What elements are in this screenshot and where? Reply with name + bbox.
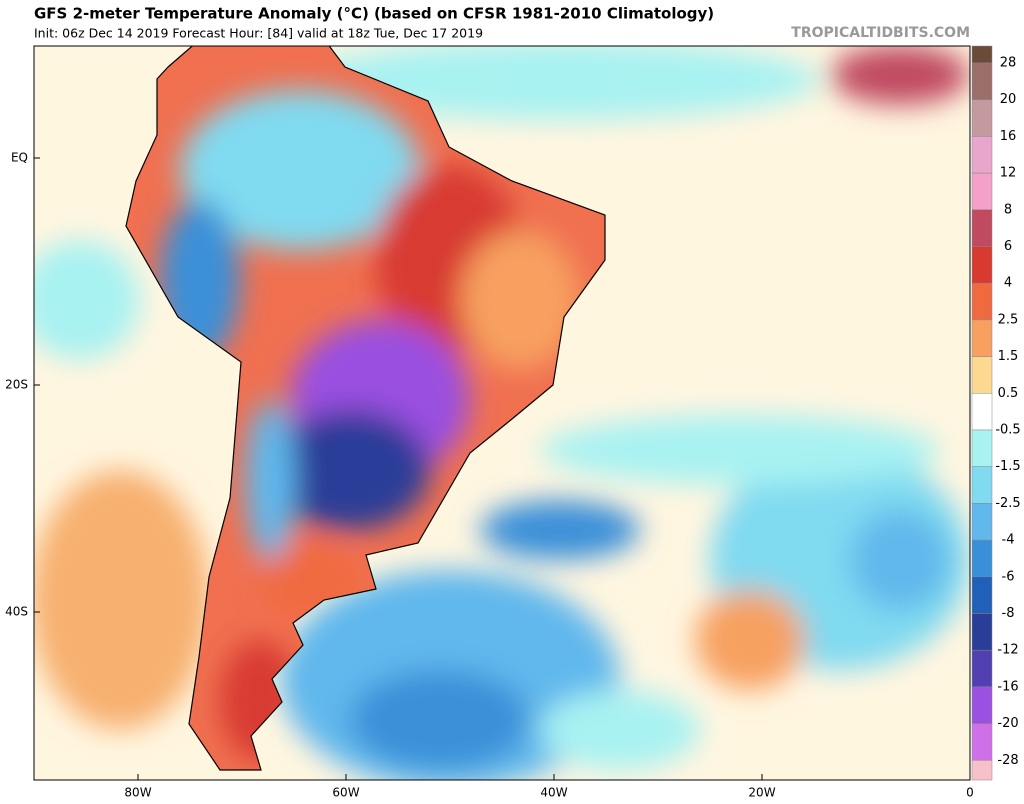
colorbar-swatch [971, 613, 993, 651]
colorbar-swatch [971, 686, 993, 724]
colorbar-label: -0.5 [995, 423, 1020, 438]
colorbar-label: -6 [1002, 569, 1015, 584]
colorbar-swatch [971, 649, 993, 688]
colorbar-swatch [971, 723, 993, 761]
colorbar-swatch [971, 246, 993, 284]
colorbar-swatch [971, 760, 993, 781]
subtitle: Init: 06z Dec 14 2019 Forecast Hour: [84… [34, 26, 483, 41]
colorbar-label: -20 [997, 716, 1018, 731]
lat-label: 20S [5, 378, 28, 392]
lon-label: 60W [332, 786, 359, 800]
colorbar-label: -4 [1002, 533, 1015, 548]
colorbar-swatch [971, 172, 993, 211]
colorbar-label: 28 [1000, 56, 1017, 71]
colorbar-label: 8 [1004, 202, 1012, 217]
colorbar-swatch [971, 99, 993, 137]
colorbar-label: 20 [1000, 92, 1017, 107]
lat-label: EQ [11, 151, 28, 165]
colorbar-swatch [971, 62, 993, 100]
colorbar-swatch [971, 319, 993, 357]
colorbar-swatch [971, 136, 993, 174]
lon-label: 0 [966, 786, 974, 800]
colorbar-label: -1.5 [995, 459, 1020, 474]
colorbar-label: -2.5 [995, 496, 1020, 511]
colorbar-label: -12 [997, 643, 1018, 658]
colorbar-swatch [971, 576, 993, 614]
colorbar-swatch [971, 429, 993, 467]
lon-label: 80W [124, 786, 151, 800]
colorbar-label: -16 [997, 679, 1018, 694]
lon-label: 20W [748, 786, 775, 800]
credit: TROPICALTIDBITS.COM [791, 25, 970, 41]
map [34, 46, 970, 780]
colorbar-label: 4 [1004, 276, 1012, 291]
colorbar-label: 6 [1004, 239, 1012, 254]
colorbar-label: 0.5 [998, 386, 1019, 401]
colorbar-swatch [971, 45, 993, 64]
colorbar-swatch [971, 503, 993, 541]
lon-label: 40W [540, 786, 567, 800]
colorbar-swatch [971, 209, 993, 247]
title: GFS 2-meter Temperature Anomaly (°C) (ba… [34, 5, 714, 23]
colorbar-label: 2.5 [998, 312, 1019, 327]
colorbar-swatch [971, 466, 993, 504]
colorbar-swatch [971, 282, 993, 321]
colorbar-swatch [971, 393, 993, 431]
colorbar-label: 16 [1000, 129, 1017, 144]
colorbar-label: 1.5 [998, 349, 1019, 364]
map-frame [33, 45, 971, 781]
colorbar-swatch [971, 539, 993, 578]
lat-label: 40S [5, 605, 28, 619]
colorbar-label: -8 [1002, 606, 1015, 621]
colorbar-label: -28 [997, 753, 1018, 768]
colorbar-swatch [971, 356, 993, 394]
colorbar-label: 12 [1000, 166, 1017, 181]
